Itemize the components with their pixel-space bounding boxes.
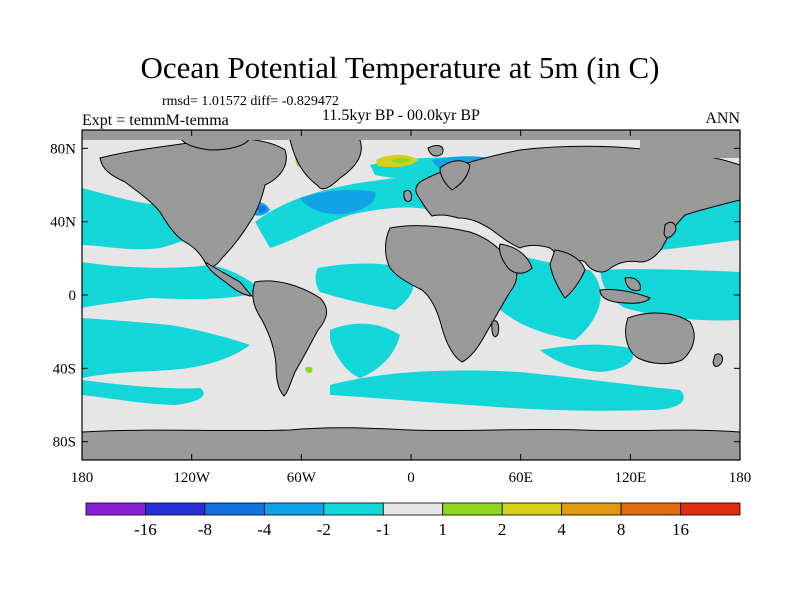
plot-title: Ocean Potential Temperature at 5m (in C) xyxy=(140,50,660,85)
colorbar-label: -16 xyxy=(134,520,157,539)
south-america xyxy=(252,280,327,397)
colorbar-label: 4 xyxy=(557,520,566,539)
scandinavia xyxy=(439,160,471,191)
land-masses xyxy=(82,134,740,460)
africa xyxy=(385,225,518,363)
svalbard xyxy=(427,145,444,157)
x-tick-label: 0 xyxy=(407,470,415,486)
colorbar-swatch xyxy=(620,502,681,516)
colorbar-swatch xyxy=(145,502,206,516)
colorbar-swatch xyxy=(323,502,384,516)
arabia xyxy=(499,243,533,274)
colorbar-label: -4 xyxy=(257,520,272,539)
colorbar-swatch xyxy=(263,502,325,516)
y-tick-label: 40S xyxy=(53,361,76,377)
borneo xyxy=(624,277,641,291)
y-tick-label: 0 xyxy=(69,288,77,304)
x-tick-label: 120E xyxy=(614,470,646,486)
y-tick-label: 80S xyxy=(53,435,76,451)
india xyxy=(549,249,586,299)
colorbar-swatch xyxy=(501,502,563,516)
new-zealand xyxy=(712,353,723,367)
arctic-land-rim-east xyxy=(640,140,740,158)
y-tick-label: 40N xyxy=(50,215,76,231)
colorbar-swatch xyxy=(382,502,444,516)
experiment-label: Expt = temmM-temma xyxy=(82,112,229,129)
colorbar-label: -8 xyxy=(198,520,212,539)
colorbar-label: 2 xyxy=(498,520,507,539)
x-axis-ticks: 180 120W 60W 0 60E 120E 180 xyxy=(71,130,752,486)
season-label: ANN xyxy=(705,110,740,127)
colorbar-label: 16 xyxy=(672,520,689,539)
period-label: 11.5kyr BP - 00.0kyr BP xyxy=(322,107,480,124)
colorbar-label: 8 xyxy=(617,520,626,539)
x-tick-label: 60E xyxy=(509,470,533,486)
colorbar-swatch xyxy=(442,502,503,516)
colorbar-label: -2 xyxy=(317,520,331,539)
anomaly-fields xyxy=(82,130,740,460)
stats-text: rmsd= 1.01572 diff= -0.829472 xyxy=(162,94,339,109)
y-tick-label: 80N xyxy=(50,141,76,157)
x-tick-label: 120W xyxy=(173,470,211,486)
colorbar-swatch xyxy=(680,502,741,516)
japan xyxy=(663,221,677,238)
x-tick-label: 180 xyxy=(729,470,752,486)
x-tick-label: 60W xyxy=(287,470,317,486)
madagascar xyxy=(491,320,500,338)
britain xyxy=(403,189,412,203)
indonesia xyxy=(599,289,651,304)
colorbar-label: 1 xyxy=(438,520,447,539)
x-tick-label: 180 xyxy=(71,470,94,486)
colorbar-swatch xyxy=(561,502,622,516)
colorbar-label: -1 xyxy=(376,520,390,539)
colorbar-swatch xyxy=(85,502,146,516)
y-axis-ticks: 80N 40N 0 40S 80S xyxy=(50,141,740,451)
central-america xyxy=(203,260,254,297)
antarctica xyxy=(82,427,740,460)
colorbar-swatch xyxy=(204,502,265,516)
colorbar: -16 -8 -4 -2 -1 1 2 4 8 16 xyxy=(85,502,741,539)
australia xyxy=(625,312,695,365)
